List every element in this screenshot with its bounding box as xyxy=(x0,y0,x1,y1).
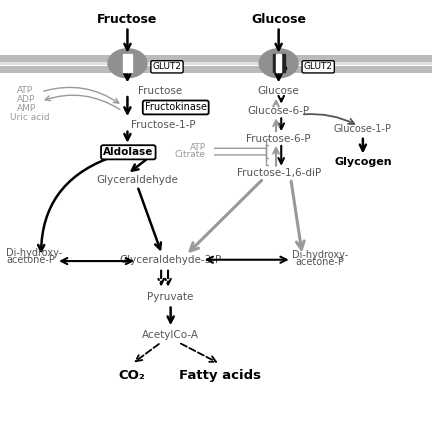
Text: AMP: AMP xyxy=(17,104,37,113)
Text: CO₂: CO₂ xyxy=(118,369,145,382)
Text: Glucose: Glucose xyxy=(251,13,306,27)
Text: Di-hydroxy-: Di-hydroxy- xyxy=(6,248,63,258)
Ellipse shape xyxy=(259,49,298,78)
Text: Fructose: Fructose xyxy=(138,86,182,96)
Text: Fructokinase: Fructokinase xyxy=(145,103,207,112)
Text: Fatty acids: Fatty acids xyxy=(179,369,261,382)
Text: Uric acid: Uric acid xyxy=(10,113,49,122)
Bar xyxy=(123,54,132,72)
Text: Fructose-6-P: Fructose-6-P xyxy=(246,134,311,143)
Text: ATP: ATP xyxy=(190,143,206,152)
Text: Fructose-1-P: Fructose-1-P xyxy=(131,120,196,130)
Text: Pyruvate: Pyruvate xyxy=(147,293,194,302)
Ellipse shape xyxy=(108,49,147,78)
Text: acetone-P: acetone-P xyxy=(6,255,55,265)
Text: Glycogen: Glycogen xyxy=(334,157,392,167)
Text: Glucose: Glucose xyxy=(258,86,299,96)
Text: ATP: ATP xyxy=(17,86,33,95)
Text: Glucose-6-P: Glucose-6-P xyxy=(248,106,310,116)
Text: GLUT2: GLUT2 xyxy=(152,62,181,71)
Text: Citrate: Citrate xyxy=(175,151,206,159)
Text: acetone-P: acetone-P xyxy=(295,258,344,267)
Text: Fructose: Fructose xyxy=(97,13,158,27)
Text: Fructose-1,6-diP: Fructose-1,6-diP xyxy=(236,168,321,178)
Text: GLUT2: GLUT2 xyxy=(304,62,333,71)
Text: ADP: ADP xyxy=(17,95,36,104)
Text: Aldolase: Aldolase xyxy=(103,147,153,157)
Text: Di-hydroxy-: Di-hydroxy- xyxy=(292,250,348,260)
Bar xyxy=(273,54,285,72)
Text: AcetylCo-A: AcetylCo-A xyxy=(142,330,199,340)
Text: Glyceraldehyde-3-P: Glyceraldehyde-3-P xyxy=(120,255,222,265)
Text: Glyceraldehyde: Glyceraldehyde xyxy=(96,175,178,185)
Bar xyxy=(276,54,281,72)
Text: Glucose-1-P: Glucose-1-P xyxy=(334,124,392,134)
